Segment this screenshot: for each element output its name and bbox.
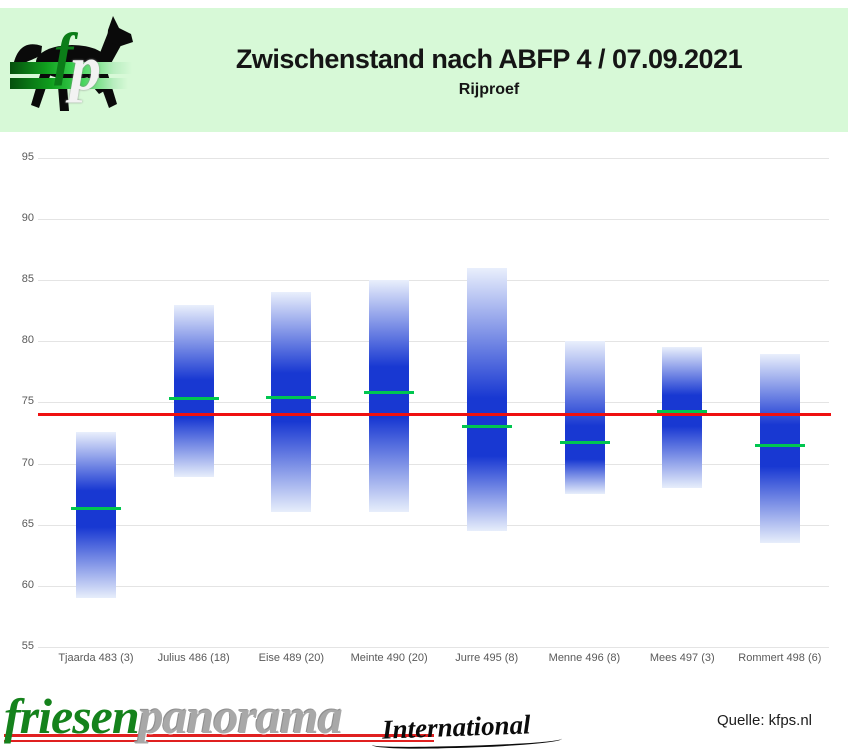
gridline bbox=[38, 646, 829, 648]
category-label: Mees 497 (3) bbox=[649, 652, 715, 664]
header-titles: Zwischenstand nach ABFP 4 / 07.09.2021 R… bbox=[150, 44, 828, 99]
logo-green-stripe bbox=[10, 62, 132, 74]
mean-tick bbox=[461, 425, 512, 429]
category-label: Eise 489 (20) bbox=[258, 652, 325, 664]
gridline bbox=[38, 463, 829, 465]
category-label: Menne 496 (8) bbox=[548, 652, 621, 664]
gridline bbox=[38, 158, 829, 159]
category-label: Tjaarda 483 (3) bbox=[58, 652, 134, 664]
range-bar bbox=[466, 268, 507, 531]
y-tick-label: 60 bbox=[21, 578, 34, 591]
category-label: Jurre 495 (8) bbox=[455, 652, 519, 664]
gridline bbox=[38, 341, 829, 343]
mean-tick bbox=[657, 409, 708, 413]
brand-word-friesen: friesen bbox=[4, 688, 140, 744]
y-tick-label: 80 bbox=[21, 334, 34, 347]
category-label: Rommert 498 (6) bbox=[738, 652, 822, 664]
range-bar bbox=[564, 341, 605, 495]
y-tick-label: 75 bbox=[21, 395, 34, 408]
y-tick-label: 55 bbox=[21, 639, 34, 652]
gridline bbox=[38, 585, 829, 587]
y-tick-label: 95 bbox=[21, 151, 34, 163]
source-credit: Quelle: kfps.nl bbox=[716, 712, 812, 729]
range-bar bbox=[662, 347, 703, 488]
mean-tick bbox=[364, 391, 415, 395]
mean-tick bbox=[266, 396, 317, 399]
brand-word-panorama: panorama bbox=[138, 688, 343, 744]
y-tick-label: 85 bbox=[21, 273, 34, 286]
category-label: Julius 486 (18) bbox=[157, 652, 230, 664]
y-tick-label: 70 bbox=[21, 456, 34, 469]
gridline bbox=[38, 280, 829, 282]
range-bar bbox=[76, 431, 116, 598]
brand-swash bbox=[371, 734, 563, 750]
range-bar bbox=[271, 292, 312, 513]
range-bar bbox=[173, 304, 214, 477]
brand-red-stripe bbox=[4, 740, 434, 742]
page-subtitle: Rijproef bbox=[458, 81, 520, 98]
friesenpanorama-logo: friesenpanorama International bbox=[4, 686, 584, 752]
mean-tick bbox=[754, 443, 805, 447]
range-bar bbox=[759, 353, 800, 543]
gridline bbox=[38, 524, 829, 526]
gridline bbox=[38, 219, 829, 221]
mean-tick bbox=[559, 441, 610, 445]
y-tick-label: 65 bbox=[21, 517, 34, 530]
logo-letter-f: f bbox=[54, 21, 74, 86]
header-banner: f p Zwischenstand nach ABFP 4 / 07.09.20… bbox=[0, 8, 848, 132]
gridline bbox=[38, 402, 829, 404]
page-title: Zwischenstand nach ABFP 4 / 07.09.2021 bbox=[235, 44, 743, 74]
fp-horse-logo: f p bbox=[8, 12, 146, 128]
category-label: Meinte 490 (20) bbox=[350, 652, 428, 664]
brand-red-stripe bbox=[4, 734, 434, 737]
logo-green-stripe bbox=[10, 78, 128, 89]
range-bar bbox=[369, 280, 410, 513]
mean-tick bbox=[168, 397, 219, 401]
mean-tick bbox=[71, 507, 121, 511]
logo-letter-p: p bbox=[70, 35, 101, 103]
y-tick-label: 90 bbox=[21, 212, 34, 225]
reference-line bbox=[38, 413, 831, 417]
